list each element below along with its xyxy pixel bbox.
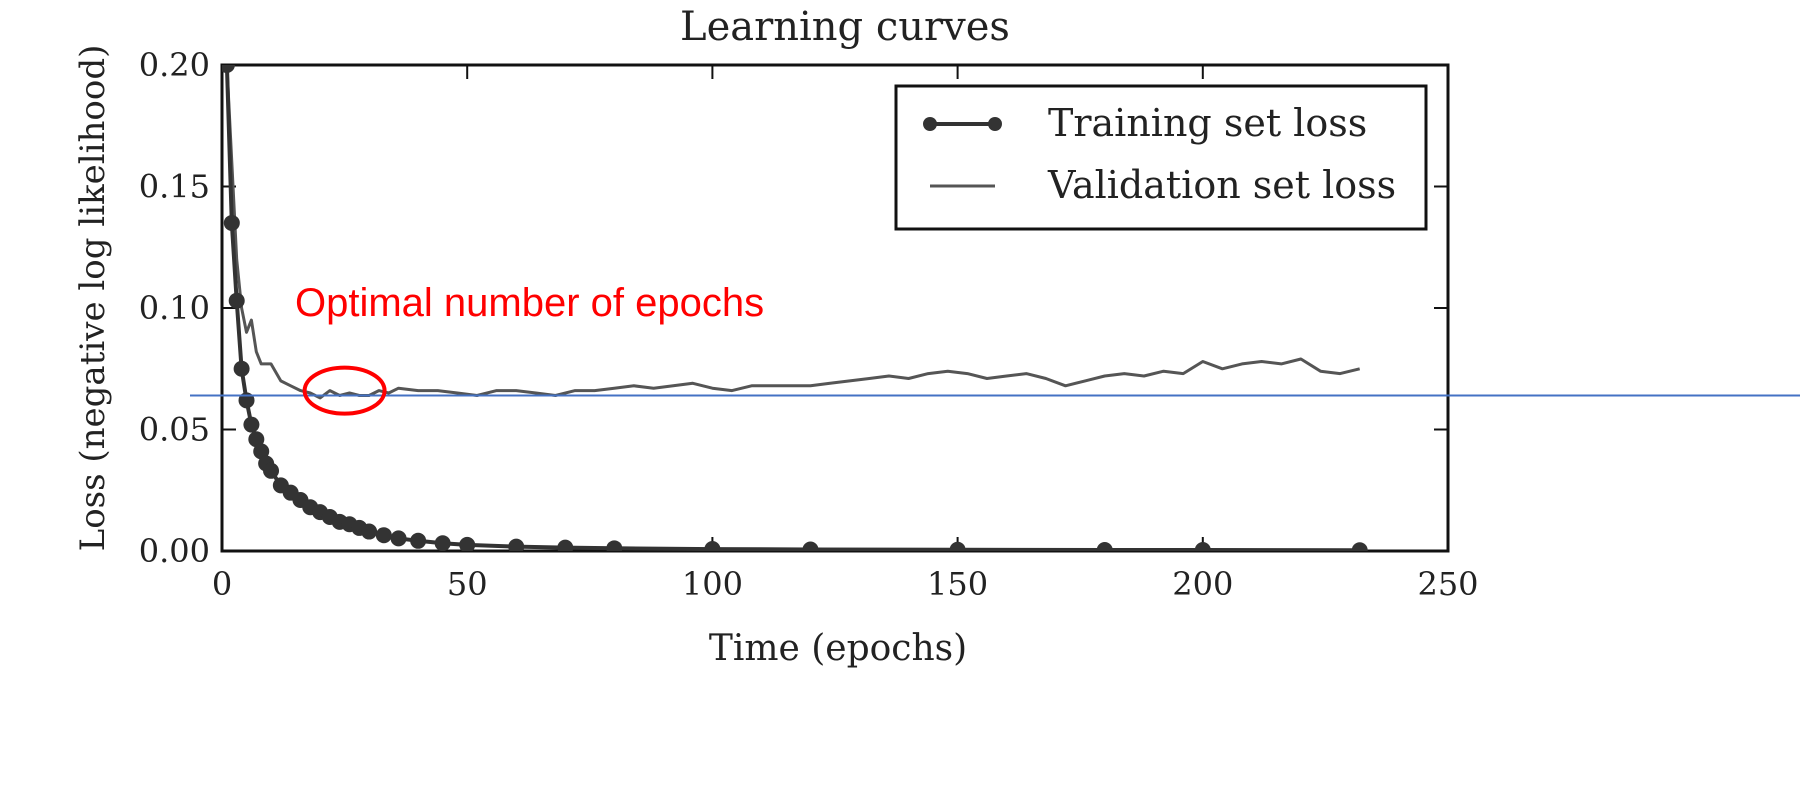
training-marker (248, 431, 265, 448)
y-axis-label: Loss (negative log likelihood) (73, 45, 113, 552)
x-tick-label: 200 (1172, 565, 1233, 603)
training-marker (508, 538, 525, 551)
x-tick-label: 50 (447, 565, 488, 603)
training-marker (1194, 542, 1211, 551)
training-marker (606, 540, 623, 551)
legend-training-label: Training set loss (1048, 101, 1367, 145)
training-marker (228, 292, 245, 309)
y-tick-label: 0.15 (139, 168, 210, 206)
training-marker (375, 527, 392, 544)
legend: Training set loss Validation set loss (894, 84, 1428, 231)
training-marker (243, 416, 260, 433)
x-tick-label: 0 (212, 565, 232, 603)
optimal-epoch-circle (302, 365, 387, 416)
training-marker (1096, 542, 1113, 551)
y-tick-label: 0.05 (139, 411, 210, 449)
validation-series-line (225, 65, 1361, 400)
training-marker (802, 541, 819, 551)
training-marker (223, 214, 240, 231)
y-tick-labels: 0.00 0.05 0.10 0.15 0.20 (139, 46, 210, 570)
plot-area (190, 63, 1800, 553)
x-axis-label: Time (epochs) (709, 628, 967, 669)
y-tick-label: 0.00 (139, 532, 210, 570)
legend-training-marker-right (988, 117, 1002, 131)
x-tick-labels: 0 50 100 150 200 250 (212, 565, 1479, 603)
y-tick-label: 0.10 (139, 289, 210, 327)
training-marker (361, 523, 378, 540)
x-tick-label: 100 (682, 565, 743, 603)
training-marker (1351, 542, 1368, 551)
training-marker (949, 541, 966, 551)
chart-title: Learning curves (680, 4, 1010, 50)
training-marker (434, 535, 451, 551)
training-marker (557, 539, 574, 551)
x-tick-label: 150 (927, 565, 988, 603)
training-marker (253, 443, 270, 460)
training-marker (704, 541, 721, 551)
series-layer (222, 65, 1368, 551)
legend-box (894, 84, 1428, 231)
annotation-text: Optimal number of epochs (295, 281, 764, 325)
x-tick-label: 250 (1417, 565, 1478, 603)
y-tick-label: 0.20 (139, 46, 210, 84)
legend-validation-label: Validation set loss (1047, 163, 1396, 207)
training-marker (233, 360, 250, 377)
legend-training-marker-left (923, 117, 937, 131)
training-marker (390, 530, 407, 547)
training-marker (263, 462, 280, 479)
training-marker (222, 65, 235, 73)
training-marker (459, 536, 476, 551)
training-marker (410, 532, 427, 549)
